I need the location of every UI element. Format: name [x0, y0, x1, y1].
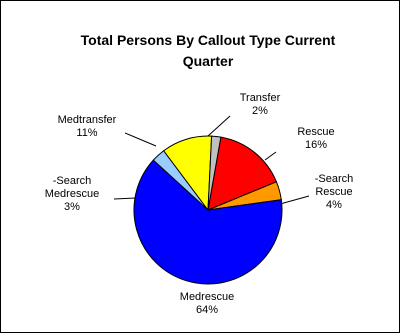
leader-line: [264, 151, 277, 161]
leader-line: [113, 197, 137, 200]
slice-label-line: Transfer: [240, 92, 281, 104]
slice-label-line: -Search: [315, 173, 354, 185]
slice-label-line: Medrescue: [180, 291, 234, 303]
slice-label-line: 64%: [196, 304, 218, 316]
slice-label-line: 11%: [76, 127, 97, 139]
pie-slices: [133, 135, 283, 285]
chart-title-line-1: Total Persons By Callout Type Current: [81, 32, 336, 48]
slice-label-line: 3%: [64, 201, 80, 213]
slice-label-line: 2%: [252, 105, 268, 117]
slice-label: Medtransfer 11%: [58, 114, 117, 139]
slice-label-line: Rescue: [297, 126, 334, 138]
leader-line: [207, 115, 231, 137]
slice-label: -Search Medrescue 3%: [45, 175, 99, 213]
leader-lines: [113, 115, 310, 205]
slice-label-line: 4%: [326, 199, 342, 211]
pie-slice-transfer: [207, 135, 222, 211]
slice-label-line: Medrescue: [45, 188, 99, 200]
slice-label: Medrescue 64%: [180, 291, 234, 316]
slice-label-line: Medtransfer: [58, 114, 117, 126]
slice-label-line: -Search: [53, 175, 92, 187]
slice-label-line: 16%: [305, 139, 327, 151]
chart-title-line-2: Quarter: [183, 53, 234, 69]
leader-line: [124, 132, 157, 147]
slice-label-line: Rescue: [315, 186, 352, 198]
slice-label: Rescue 16%: [297, 126, 334, 151]
slice-labels: Rescue 16%-Search Rescue 4%Medrescue 64%-Sea…: [45, 92, 353, 316]
pie-slice-medrescue: [133, 159, 283, 285]
pie-slice-rescue: [207, 136, 278, 211]
slice-label: Transfer 2%: [240, 92, 281, 117]
slice-label: -Search Rescue 4%: [315, 173, 354, 211]
leader-line: [279, 195, 310, 205]
